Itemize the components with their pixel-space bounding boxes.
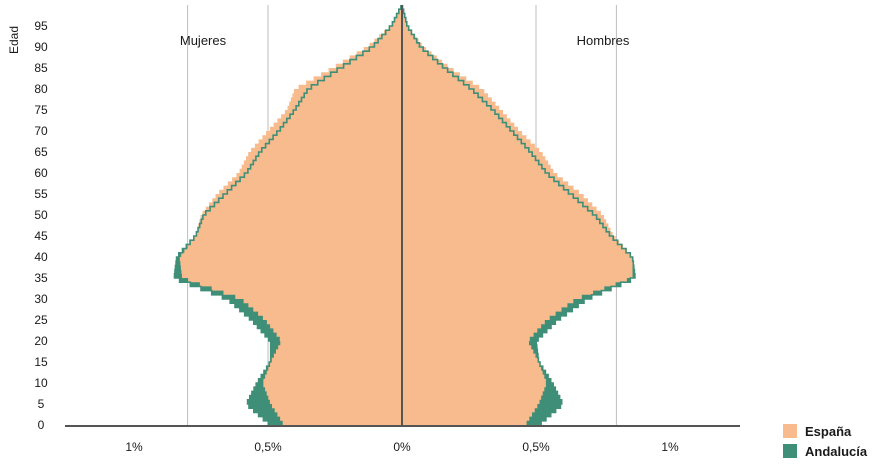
legend-item-espana: España (783, 421, 867, 441)
line-andalucia-men (401, 5, 636, 425)
y-tick-label-0: 0 (38, 418, 45, 432)
x-tick-label-1: 0,5% (254, 440, 282, 454)
y-tick-label-18: 90 (34, 40, 48, 54)
y-tick-label-10: 50 (34, 208, 48, 222)
y-axis-label: Edad (7, 26, 21, 54)
y-tick-label-11: 55 (34, 187, 48, 201)
legend-swatch-andalucia (783, 444, 797, 458)
x-tick-label-4: 1% (661, 440, 679, 454)
legend-label-espana: España (805, 423, 852, 439)
chart-legend: España Andalucía (783, 421, 867, 461)
side-label-women: Mujeres (180, 33, 227, 48)
y-tick-label-8: 40 (34, 250, 48, 264)
bar-espana-men (402, 5, 633, 425)
y-tick-label-15: 75 (34, 103, 48, 117)
bar-espana-women (179, 5, 402, 425)
legend-label-andalucia: Andalucía (805, 443, 868, 459)
y-tick-label-5: 25 (34, 313, 48, 327)
side-label-men: Hombres (577, 33, 630, 48)
y-tick-label-4: 20 (34, 334, 48, 348)
y-tick-label-16: 80 (34, 82, 48, 96)
x-tick-label-3: 0,5% (522, 440, 550, 454)
y-tick-label-19: 95 (34, 19, 48, 33)
legend-swatch-espana (783, 424, 797, 438)
legend-item-andalucia: Andalucía (783, 441, 867, 461)
y-tick-label-7: 35 (34, 271, 48, 285)
line-andalucia-women (173, 5, 402, 425)
y-tick-label-6: 30 (34, 292, 48, 306)
y-tick-label-12: 60 (34, 166, 48, 180)
x-tick-label-2: 0% (393, 440, 411, 454)
y-tick-label-2: 10 (34, 376, 48, 390)
y-tick-label-1: 5 (38, 397, 45, 411)
x-tick-label-0: 1% (125, 440, 143, 454)
y-tick-label-9: 45 (34, 229, 48, 243)
y-tick-label-3: 15 (34, 355, 48, 369)
y-tick-label-14: 70 (34, 124, 48, 138)
y-tick-label-17: 85 (34, 61, 48, 75)
y-tick-label-13: 65 (34, 145, 48, 159)
